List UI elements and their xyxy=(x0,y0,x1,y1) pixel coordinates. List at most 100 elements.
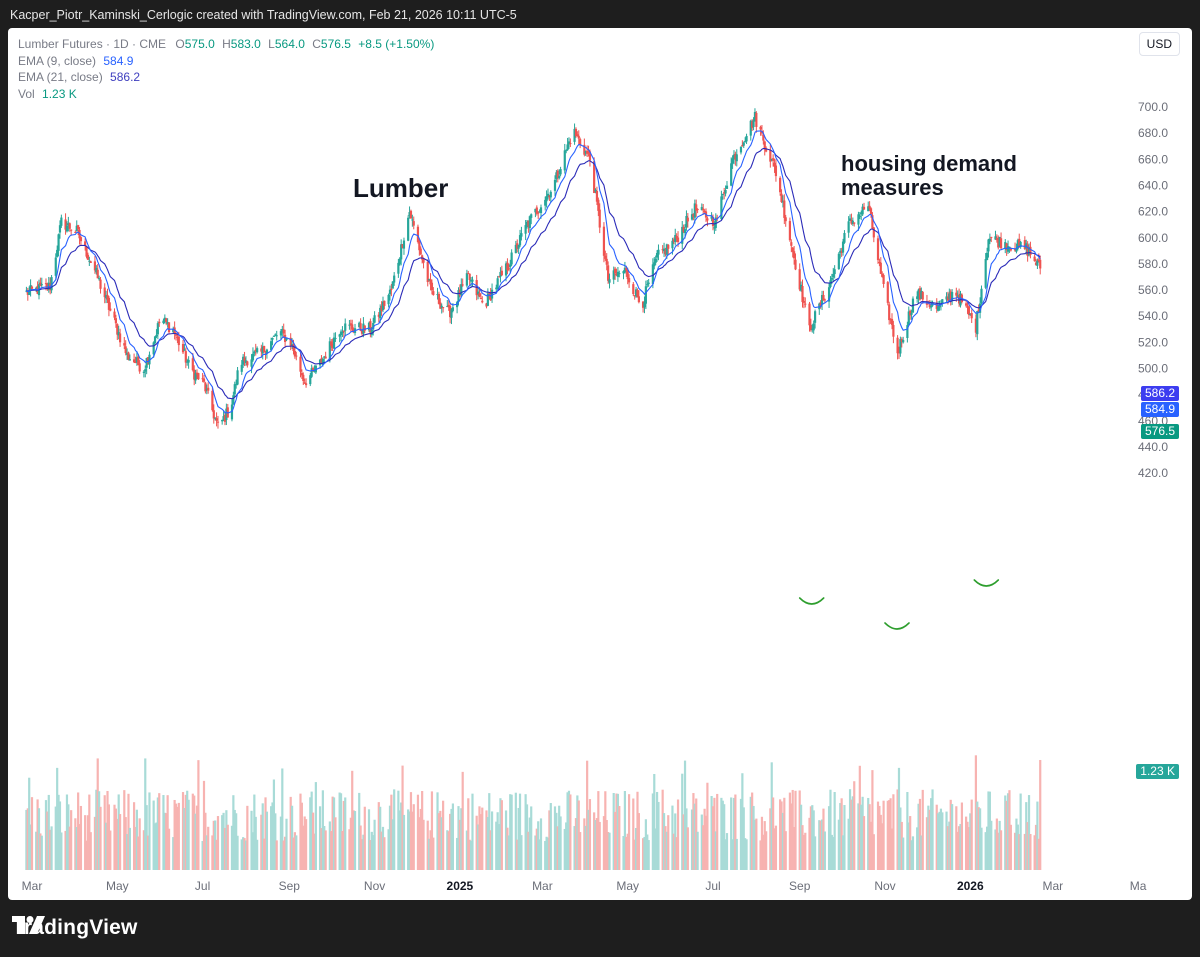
volume-bar xyxy=(702,825,705,870)
candle-body xyxy=(341,331,344,334)
volume-bar xyxy=(456,837,459,870)
candle-body xyxy=(636,290,639,297)
candle-body xyxy=(397,262,400,274)
volume-bar xyxy=(632,798,635,870)
chart-frame[interactable]: 700.0 680.0 660.0 640.0 620.0 600.0 580.0 560.0… xyxy=(8,28,1192,900)
volume-bar xyxy=(407,809,410,870)
tradingview-logo[interactable]: TradingView xyxy=(12,916,138,940)
candle-body xyxy=(867,206,870,212)
volume-bar xyxy=(44,800,48,870)
candle-body xyxy=(181,344,185,353)
candle-body xyxy=(837,253,840,269)
candle-body xyxy=(436,294,439,296)
volume-bar xyxy=(244,840,248,870)
volume-bar xyxy=(127,793,130,870)
candle-body xyxy=(675,236,678,239)
volume-bar xyxy=(644,819,647,870)
candle-body xyxy=(74,231,77,233)
volume-bar xyxy=(941,812,944,870)
candle-body xyxy=(167,322,171,333)
volume-bar xyxy=(215,839,218,870)
volume-bar xyxy=(1026,822,1029,870)
candle-body xyxy=(781,201,785,203)
volume-bar xyxy=(281,768,284,870)
candle-body xyxy=(667,244,670,249)
volume-bar xyxy=(103,795,106,870)
volume-bar xyxy=(363,806,366,870)
volume-bar xyxy=(675,837,678,870)
volume-bar xyxy=(605,820,608,870)
volume-bar xyxy=(167,828,171,870)
candle-body xyxy=(504,263,508,276)
legend-vol-row[interactable]: Vol 1.23 K xyxy=(18,86,434,103)
candle-body xyxy=(605,258,608,265)
volume-bar xyxy=(428,838,431,870)
candle-body xyxy=(215,418,218,421)
volume-bar xyxy=(752,805,755,870)
candle-body xyxy=(918,288,922,300)
candle-body xyxy=(657,249,660,255)
candle-body xyxy=(109,308,112,311)
candle-body xyxy=(812,323,815,331)
volume-bar xyxy=(848,789,852,870)
volume-bar xyxy=(379,806,382,870)
volume-bar xyxy=(499,798,502,870)
volume-bar xyxy=(449,813,452,870)
legend-ema9-row[interactable]: EMA (9, close) 584.9 xyxy=(18,53,434,70)
candle-body xyxy=(318,359,322,366)
volume-bar xyxy=(74,818,77,870)
candle-body xyxy=(528,216,531,228)
candle-body xyxy=(426,261,429,283)
volume-bar xyxy=(696,831,699,870)
currency-button[interactable]: USD xyxy=(1138,32,1180,56)
candle-body xyxy=(207,387,210,391)
volume-bar xyxy=(900,821,903,870)
volume-bar xyxy=(931,789,934,870)
y-tick-label: 520.0 xyxy=(1138,335,1168,349)
volume-bar xyxy=(181,792,185,870)
candle-body xyxy=(731,158,734,164)
volume-bar xyxy=(1016,824,1019,870)
volume-bar xyxy=(1015,818,1018,870)
volume-bar xyxy=(274,813,277,870)
legend-vol-label: Vol xyxy=(18,86,35,101)
volume-bar xyxy=(233,809,236,870)
volume-bar xyxy=(667,815,670,870)
volume-bar xyxy=(966,821,969,870)
candle-body xyxy=(468,273,471,281)
legend-ema21-row[interactable]: EMA (21, close) 586.2 xyxy=(18,69,434,86)
volume-bar xyxy=(279,816,283,870)
candle-body xyxy=(1013,249,1017,251)
volume-bar xyxy=(106,790,109,870)
candle-body xyxy=(791,247,794,252)
volume-bar xyxy=(166,795,169,870)
volume-bar xyxy=(690,809,694,870)
volume-bar xyxy=(812,810,815,870)
volume-bar xyxy=(400,802,403,870)
volume-bar xyxy=(95,789,98,870)
candle-body xyxy=(794,259,797,270)
candle-body xyxy=(565,150,568,152)
candle-body xyxy=(734,153,737,160)
candle-body xyxy=(323,356,326,358)
volume-bar xyxy=(686,827,689,870)
volume-bar xyxy=(408,811,411,870)
x-tick-label: Mar xyxy=(532,879,553,893)
volume-bar xyxy=(369,840,372,870)
volume-bar xyxy=(804,832,807,870)
candle-body xyxy=(216,421,220,423)
candle-body xyxy=(598,209,601,228)
volume-bar xyxy=(391,819,394,870)
candle-body xyxy=(612,270,615,280)
volume-bar xyxy=(724,839,727,870)
attribution-bar: Kacper_Piotr_Kaminski_Cerlogic created w… xyxy=(0,0,1200,30)
volume-bar xyxy=(725,833,729,870)
price-chart[interactable]: 700.0 680.0 660.0 640.0 620.0 600.0 580.0 560.0… xyxy=(8,28,1192,900)
candle-body xyxy=(145,358,148,368)
volume-bar xyxy=(970,799,973,870)
volume-bar xyxy=(362,834,365,870)
candle-body xyxy=(369,321,372,333)
volume-bar xyxy=(290,805,294,870)
volume-bar xyxy=(517,807,520,870)
y-tick-label: 500.0 xyxy=(1138,362,1168,376)
